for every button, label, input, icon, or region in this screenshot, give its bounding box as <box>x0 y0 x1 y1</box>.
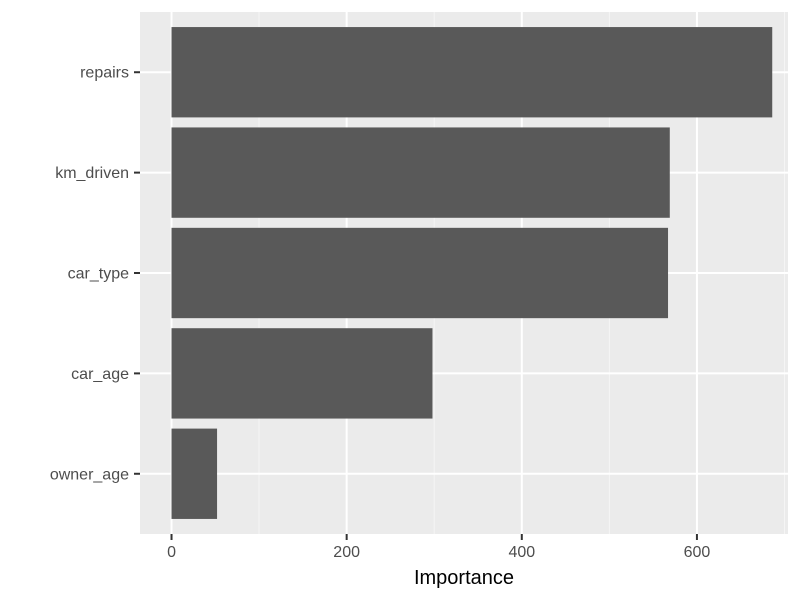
x-tick-label: 0 <box>167 544 176 561</box>
x-tick-label: 400 <box>508 544 535 561</box>
y-tick-label: car_type <box>68 266 129 283</box>
x-axis: 0 200 400 600 <box>167 534 710 561</box>
y-tick-label: owner_age <box>50 466 129 483</box>
bar-owner-age <box>171 428 218 519</box>
y-tick-label: car_age <box>71 366 129 383</box>
x-axis-title: Importance <box>414 567 514 589</box>
y-tick-label: repairs <box>80 65 129 82</box>
bar-car-age <box>171 328 433 419</box>
bar-repairs <box>171 27 773 118</box>
x-tick-label: 200 <box>333 544 360 561</box>
x-tick-label: 600 <box>684 544 711 561</box>
bar-km-driven <box>171 127 670 218</box>
bar-car-type <box>171 227 669 319</box>
y-tick-label: km_driven <box>55 165 129 182</box>
bar-series <box>171 27 773 519</box>
y-axis: owner_age car_age car_type km_driven repairs <box>50 65 140 483</box>
